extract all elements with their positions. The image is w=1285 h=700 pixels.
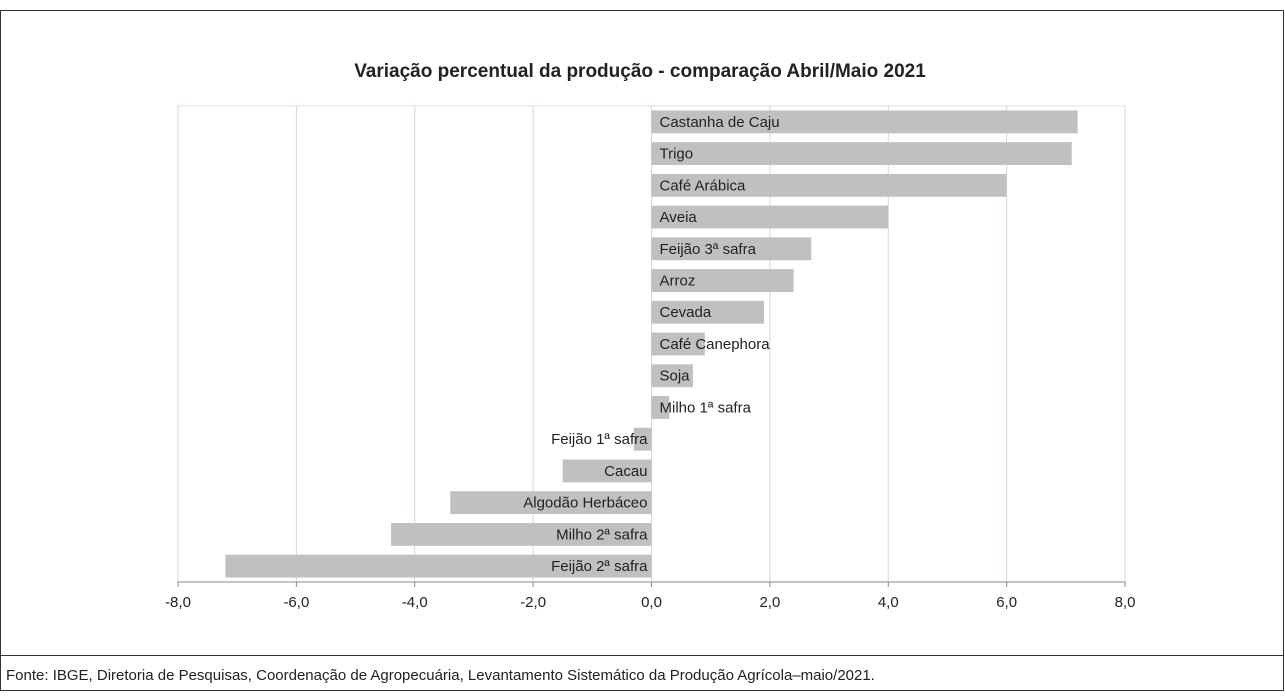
bar [651, 205, 889, 229]
category-label: Milho 1ª safra [660, 399, 752, 416]
x-tick-label: 8,0 [1115, 594, 1136, 611]
bar [651, 269, 794, 292]
bar [651, 110, 1078, 134]
category-label: Cevada [660, 304, 712, 321]
frame [0, 10, 1284, 691]
category-label: Aveia [660, 209, 698, 226]
bar [651, 396, 670, 419]
category-label: Castanha de Caju [660, 114, 780, 131]
x-tick-label: -4,0 [402, 594, 428, 611]
bar [651, 237, 812, 261]
bar [651, 173, 1007, 197]
category-label: Feijão 2ª safra [551, 558, 648, 575]
x-tick-label: 4,0 [878, 594, 899, 611]
bar [450, 491, 652, 515]
footer: Fonte: IBGE, Diretoria de Pesquisas, Coo… [6, 667, 875, 684]
bar [651, 142, 1072, 166]
category-label: Café Canephora [660, 336, 771, 353]
x-tick-label: -6,0 [283, 594, 309, 611]
x-tick-label: 0,0 [641, 594, 662, 611]
category-label: Feijão 3ª safra [660, 241, 757, 258]
category-label: Soja [660, 368, 691, 385]
category-label: Arroz [660, 273, 696, 290]
x-tick-label: -2,0 [520, 594, 546, 611]
x-tick-label: 6,0 [996, 594, 1017, 611]
x-tick-label: 2,0 [759, 594, 780, 611]
category-label: Milho 2ª safra [556, 526, 648, 543]
category-label: Trigo [660, 146, 694, 163]
x-tick-label: -8,0 [165, 594, 191, 611]
bar [651, 332, 705, 356]
bar [391, 522, 652, 546]
category-label: Algodão Herbáceo [523, 495, 647, 512]
category-label: Feijão 1ª safra [551, 431, 648, 448]
bar [562, 459, 652, 483]
bar [651, 364, 693, 388]
bar [651, 300, 764, 324]
category-label: Cacau [604, 463, 647, 480]
category-label: Café Arábica [660, 177, 747, 194]
bar [633, 427, 652, 451]
bar [225, 554, 652, 578]
chart-title: Variação percentual da produção - compar… [354, 61, 926, 82]
